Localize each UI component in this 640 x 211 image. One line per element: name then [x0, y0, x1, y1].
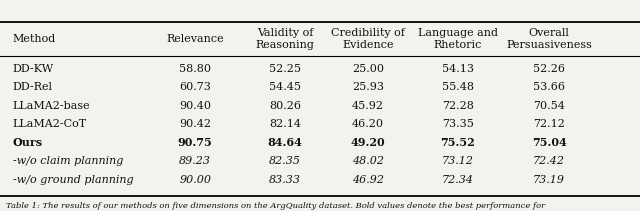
- Text: -w/o claim planning: -w/o claim planning: [13, 156, 123, 166]
- Text: 25.00: 25.00: [352, 64, 384, 74]
- Text: Validity of
Reasoning: Validity of Reasoning: [255, 28, 314, 50]
- Text: Ours: Ours: [13, 137, 43, 148]
- Text: 72.34: 72.34: [442, 175, 474, 185]
- Text: 52.25: 52.25: [269, 64, 301, 74]
- Text: 72.12: 72.12: [533, 119, 565, 129]
- Text: 52.26: 52.26: [533, 64, 565, 74]
- Text: 72.42: 72.42: [533, 156, 565, 166]
- Text: 75.04: 75.04: [532, 137, 566, 148]
- Text: LLaMA2-base: LLaMA2-base: [13, 101, 90, 111]
- Text: 90.75: 90.75: [178, 137, 212, 148]
- Text: 53.66: 53.66: [533, 82, 565, 92]
- Text: 46.92: 46.92: [352, 175, 384, 185]
- Text: 73.19: 73.19: [533, 175, 565, 185]
- Text: Relevance: Relevance: [166, 34, 224, 44]
- Text: 90.42: 90.42: [179, 119, 211, 129]
- Text: 89.23: 89.23: [179, 156, 211, 166]
- Text: 48.02: 48.02: [352, 156, 384, 166]
- Text: 46.20: 46.20: [352, 119, 384, 129]
- Text: LLaMA2-CoT: LLaMA2-CoT: [13, 119, 87, 129]
- Text: 54.13: 54.13: [442, 64, 474, 74]
- Text: -w/o ground planning: -w/o ground planning: [13, 175, 133, 185]
- Text: DD-Rel: DD-Rel: [13, 82, 52, 92]
- Text: 72.28: 72.28: [442, 101, 474, 111]
- Text: Language and
Rhetoric: Language and Rhetoric: [417, 28, 498, 50]
- Text: 54.45: 54.45: [269, 82, 301, 92]
- Text: 73.35: 73.35: [442, 119, 474, 129]
- Text: 70.54: 70.54: [533, 101, 565, 111]
- Text: 90.00: 90.00: [179, 175, 211, 185]
- Text: 58.80: 58.80: [179, 64, 211, 74]
- Text: 83.33: 83.33: [269, 175, 301, 185]
- Text: 55.48: 55.48: [442, 82, 474, 92]
- Text: 82.35: 82.35: [269, 156, 301, 166]
- Text: 80.26: 80.26: [269, 101, 301, 111]
- Text: Credibility of
Evidence: Credibility of Evidence: [331, 28, 405, 50]
- Text: 84.64: 84.64: [268, 137, 302, 148]
- Text: 49.20: 49.20: [351, 137, 385, 148]
- Text: Table 1: The results of our methods on five dimensions on the ArgQuality dataset: Table 1: The results of our methods on f…: [6, 202, 545, 210]
- Text: DD-KW: DD-KW: [13, 64, 54, 74]
- Text: 60.73: 60.73: [179, 82, 211, 92]
- Text: 25.93: 25.93: [352, 82, 384, 92]
- Text: 75.52: 75.52: [440, 137, 475, 148]
- Text: 82.14: 82.14: [269, 119, 301, 129]
- Text: Overall
Persuasiveness: Overall Persuasiveness: [506, 28, 592, 50]
- Text: 45.92: 45.92: [352, 101, 384, 111]
- Text: Method: Method: [13, 34, 56, 44]
- Text: 73.12: 73.12: [442, 156, 474, 166]
- Text: 90.40: 90.40: [179, 101, 211, 111]
